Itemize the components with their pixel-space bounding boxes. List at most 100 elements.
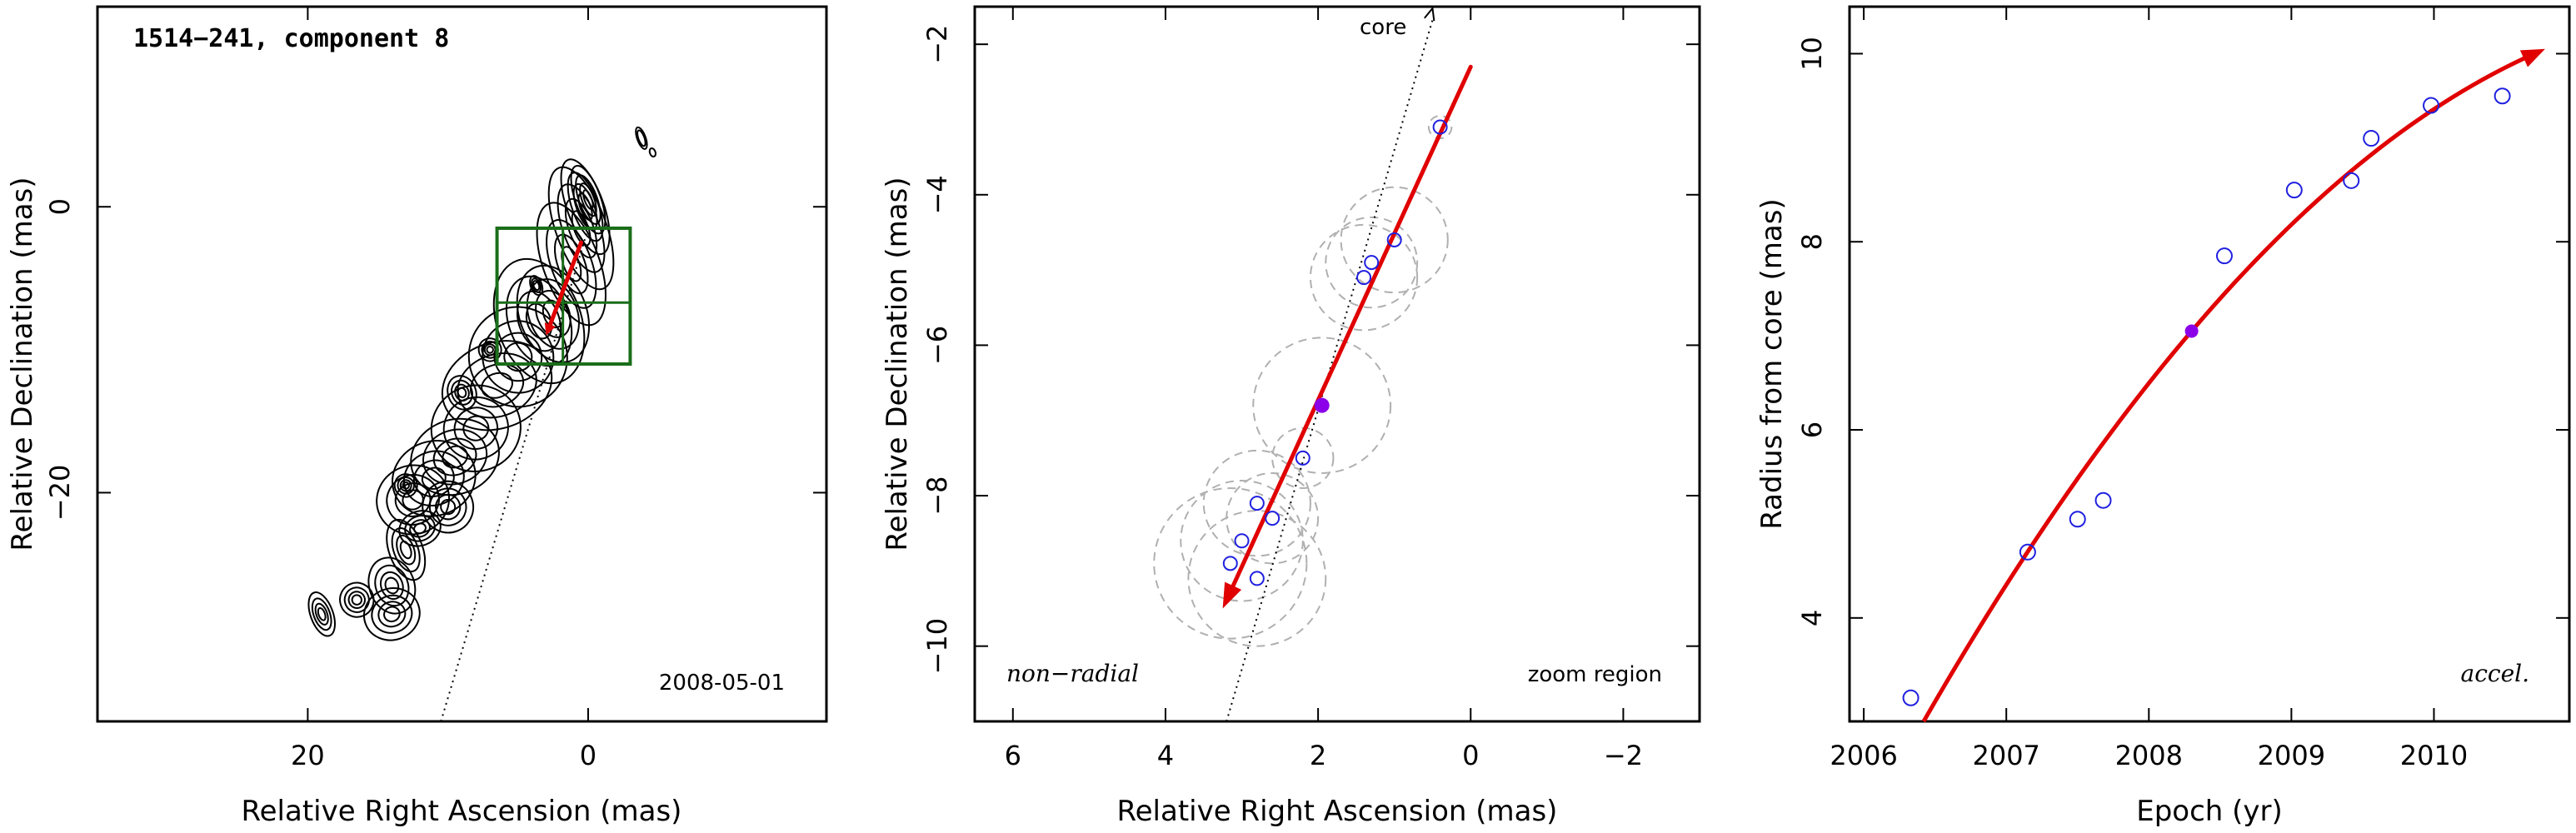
epoch-point: [2343, 172, 2360, 189]
core-direction-line: [440, 227, 589, 722]
panel2-ytick-label: −10: [921, 618, 953, 675]
panel2-ytick-label: −8: [921, 476, 953, 515]
panel1-ytick-label: −20: [44, 465, 76, 521]
epoch-point: [2494, 87, 2511, 105]
panel2-frame: [973, 5, 1701, 723]
panel2-ytick-label: −4: [921, 175, 953, 214]
error-circle: [1226, 471, 1320, 565]
contour-level: [454, 383, 470, 402]
contour-level: [553, 233, 589, 295]
panel3-xtick-label: 2009: [2258, 740, 2325, 771]
contour-level: [535, 290, 572, 338]
contour-level: [371, 594, 413, 634]
panel3-ytick-label: 4: [1796, 610, 1828, 626]
fit-curve: [1921, 51, 2537, 723]
panel3-ticks: 2006 2007 2008 2009 2010 4 6 8 10: [1796, 7, 2569, 771]
contour-level: [648, 147, 656, 158]
epoch-point: [2069, 511, 2086, 528]
contour-level: [363, 587, 421, 641]
epoch-point: [1902, 689, 1920, 706]
error-circle: [1202, 449, 1311, 557]
contour-level: [404, 515, 436, 542]
epoch-point: [2423, 97, 2440, 114]
fit-arrow-head: [1222, 581, 1242, 609]
jet-contours: [307, 126, 656, 641]
contour-level: [379, 571, 404, 601]
contour-level: [402, 481, 410, 490]
panel2-xlabel: Relative Right Ascension (mas): [1117, 795, 1558, 828]
panel2-ytick-label: −6: [921, 326, 953, 365]
fit-arrow: [547, 240, 584, 327]
reference-epoch-point: [1314, 397, 1330, 413]
contour-level: [529, 275, 544, 297]
panel-zoom-region: 6 4 2 0 −2 −2 −4 −6 −8 −10 core non−radial zoom r…: [881, 5, 1701, 828]
panel1-ytick-label: 0: [44, 198, 76, 215]
fit-arrow-head: [544, 322, 556, 336]
contour-level: [384, 576, 400, 595]
epoch-point: [2215, 247, 2233, 265]
epoch-point: [1386, 232, 1402, 247]
error-circles: [1153, 114, 1453, 647]
epoch-point: [1222, 556, 1238, 571]
contour-level: [374, 564, 410, 607]
core-direction-arrowhead: [1424, 6, 1435, 22]
panel2-ylabel: Relative Declination (mas): [881, 177, 914, 551]
contour-level: [422, 428, 488, 486]
contour-level: [536, 202, 607, 327]
panel-contour-map: 20 0 0 −20 1514−241, component 8 2008-05-01…: [6, 5, 828, 828]
panel2-ticks: 6 4 2 0 −2 −2 −4 −6 −8 −10: [921, 7, 1700, 771]
panel3-xtick-label: 2010: [2400, 740, 2468, 771]
contour-level: [383, 606, 401, 623]
contour-level: [462, 415, 490, 441]
error-circle: [1325, 216, 1419, 309]
error-circle: [1309, 223, 1419, 332]
contour-level: [483, 343, 497, 357]
contour-level: [399, 479, 412, 492]
error-circle: [1187, 510, 1327, 647]
panel1-xlabel: Relative Right Ascension (mas): [242, 795, 682, 828]
contour-level: [486, 346, 494, 354]
panel3-ytick-label: 8: [1796, 233, 1828, 250]
contour-level: [440, 498, 457, 516]
fit-curve-arrowhead: [2519, 48, 2545, 67]
panel3-xlabel: Epoch (yr): [2136, 795, 2283, 828]
contour-level: [432, 437, 477, 476]
error-circle: [1153, 487, 1308, 640]
contour-level: [396, 534, 417, 566]
contour-level: [571, 210, 592, 247]
contour-level: [399, 540, 412, 560]
fit-arrow: [1231, 64, 1473, 588]
epoch-point: [2019, 543, 2036, 561]
contour-level: [412, 459, 455, 498]
reference-epoch-point: [2184, 324, 2199, 338]
panel-radius-vs-epoch: 2006 2007 2008 2009 2010 4 6 8 10 accel. Epoch (…: [1755, 5, 2571, 828]
contour-level: [317, 606, 327, 621]
epoch-point: [1356, 270, 1372, 286]
epoch-point: [1234, 533, 1250, 549]
panel2-xtick-label: 0: [1462, 740, 1479, 771]
contour-level: [560, 158, 611, 256]
contour-level: [516, 290, 562, 352]
contour-level: [435, 493, 462, 521]
panel2-ytick-label: −2: [921, 25, 953, 64]
epoch-point: [2094, 491, 2112, 509]
contour-level: [343, 586, 370, 613]
epoch-point: [1265, 511, 1281, 526]
panel2-xtick-label: 6: [1005, 740, 1021, 771]
contour-level: [531, 277, 542, 293]
contour-level: [579, 182, 597, 217]
contour-level: [532, 280, 541, 292]
contour-level: [637, 129, 646, 147]
error-circle: [1271, 426, 1335, 490]
contour-level: [409, 519, 431, 538]
contour-level: [314, 602, 329, 626]
contour-level: [398, 510, 442, 547]
panel1-frame: [96, 5, 828, 723]
error-circle: [1340, 186, 1449, 294]
panel3-ytick-label: 10: [1796, 37, 1828, 71]
panel3-xtick-label: 2006: [1830, 740, 1897, 771]
epoch-point: [1249, 496, 1265, 511]
panel2-xtick-label: 2: [1310, 740, 1326, 771]
panel1-date: 2008-05-01: [659, 671, 785, 696]
contour-level: [525, 302, 553, 340]
